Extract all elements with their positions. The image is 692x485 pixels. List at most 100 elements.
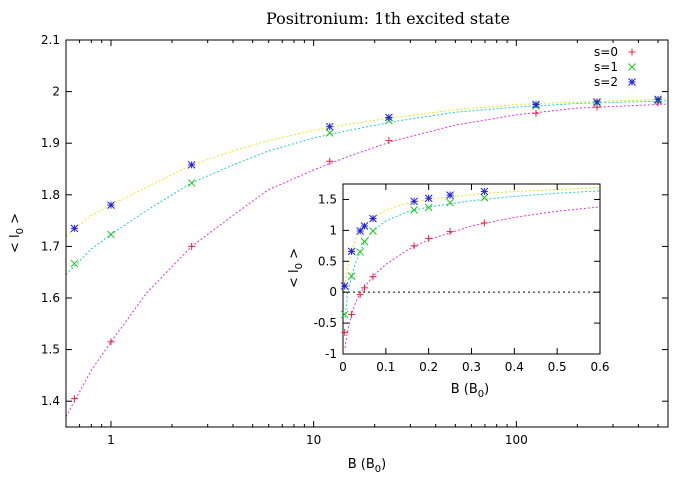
main-y-tick-label: 1.9 <box>41 136 60 150</box>
main-point-s2-0 <box>70 224 79 233</box>
inset-y-tick-label: 1 <box>329 223 337 237</box>
inset-point-s2-6 <box>424 194 433 203</box>
main-y-ticks: 1.4 1.5 1.6 1.7 1.8 1.9 2 2.1 <box>41 33 668 408</box>
main-point-s0-5 <box>532 109 540 117</box>
inset-point-s1-4 <box>369 227 377 235</box>
legend-label: s=2 <box>594 75 618 89</box>
main-plot-frame <box>65 39 669 428</box>
main-y-tick-label: 1.7 <box>41 239 60 253</box>
main-x-tick-label: 100 <box>505 433 528 447</box>
main-point-s1-3 <box>325 129 334 137</box>
main-fit-curves <box>65 98 669 417</box>
inset-point-s0-6 <box>425 234 433 242</box>
inset-x-label-sub: 0 <box>478 389 484 400</box>
inset-point-s1-1 <box>347 272 356 280</box>
main-y-tick-label: 2 <box>52 85 60 99</box>
main-point-s0-0 <box>70 395 78 403</box>
main-point-s2-2 <box>187 161 196 169</box>
inset-x-tick-label: 0.4 <box>505 360 524 374</box>
main-fit-curve-s2 <box>65 98 669 237</box>
inset-point-s2-5 <box>410 197 418 206</box>
inset-y-label-text: < l <box>287 269 302 288</box>
main-fit-curve-s0 <box>65 103 669 417</box>
main-point-s2-1 <box>107 201 115 209</box>
inset-data-points <box>340 187 489 336</box>
main-point-s0-2 <box>188 242 196 250</box>
inset-fit-curve-s1 <box>344 190 601 319</box>
legend-label: s=0 <box>594 45 618 59</box>
main-point-s2-4 <box>385 113 393 122</box>
inset-point-s0-1 <box>348 310 356 318</box>
inset-x-tick-label: 0.2 <box>419 360 438 374</box>
inset-axes: 0 0.1 0.2 0.3 0.4 0.5 0.6 -1 -0.5 0 0.5 1 1.5 <box>314 183 610 374</box>
inset-point-s2-8 <box>480 187 489 196</box>
inset-plot: 0 0.1 0.2 0.3 0.4 0.5 0.6 -1-0.500.511.5 B (B0… <box>287 183 610 400</box>
main-x-tick-label: 10 <box>306 433 321 447</box>
inset-x-axis-label: B (B0) <box>451 382 490 400</box>
inset-point-s2-3 <box>360 222 369 230</box>
inset-point-s0-3 <box>360 284 368 292</box>
inset-y-label-sub: 0 <box>294 263 305 269</box>
inset-point-s1-3 <box>360 237 369 246</box>
inset-point-s0-0 <box>341 328 349 336</box>
main-point-s1-2 <box>187 179 196 187</box>
inset-point-s1-2 <box>356 248 364 256</box>
main-y-tick-label: 2.1 <box>41 33 60 47</box>
main-point-s0-3 <box>326 157 334 165</box>
inset-point-s0-7 <box>446 228 454 236</box>
inset-fit-curve-s2 <box>344 187 601 287</box>
main-point-s0-1 <box>107 338 115 346</box>
main-x-label-text: B (B <box>348 457 375 472</box>
main-plot: 1 10 100 1.41.51.61.71.81.922.1 B (B0) < l… <box>8 33 669 475</box>
main-y-label-text: < l <box>8 234 23 253</box>
inset-point-s1-8 <box>480 193 489 202</box>
inset-y-axis-label: < l0 > <box>287 248 305 288</box>
main-point-s2-5 <box>532 100 540 109</box>
main-point-s0-4 <box>385 137 393 145</box>
inset-y-label-suffix: > <box>287 248 302 263</box>
main-fit-curve-s1 <box>65 100 669 276</box>
legend-marker <box>628 63 636 71</box>
inset-fit-curves <box>343 187 601 348</box>
main-y-label-sub: 0 <box>15 228 26 234</box>
main-x-label-suffix: ) <box>381 457 386 472</box>
inset-point-s0-5 <box>410 242 418 250</box>
main-x-tick-label: 1 <box>107 433 115 447</box>
main-y-tick-label: 1.4 <box>41 394 60 408</box>
inset-point-s1-6 <box>424 203 433 212</box>
main-point-s1-0 <box>70 259 79 268</box>
inset-x-tick-label: 0.5 <box>548 360 567 374</box>
main-point-s2-6 <box>593 98 601 106</box>
inset-point-s2-0 <box>340 282 349 290</box>
inset-point-s2-1 <box>347 247 356 256</box>
inset-point-s1-7 <box>446 198 454 207</box>
main-y-label-suffix: > <box>8 213 23 228</box>
inset-y-tick-label: -0.5 <box>314 316 337 330</box>
inset-y-tick-label: 0 <box>329 285 337 299</box>
inset-point-s1-0 <box>340 310 349 319</box>
inset-y-ticks: -1 -0.5 0 0.5 1 1.5 <box>314 192 600 361</box>
inset-x-label-text: B (B <box>451 382 478 397</box>
inset-y-tick-label: -1 <box>325 347 337 361</box>
inset-x-tick-label: 0 <box>339 360 347 374</box>
inset-x-tick-label: 0.6 <box>590 360 609 374</box>
main-y-tick-label: 1.8 <box>41 188 60 202</box>
main-x-ticks: 1 10 100 <box>65 40 659 447</box>
chart-title: Positronium: 1th excited state <box>266 9 510 28</box>
main-x-label-sub: 0 <box>375 464 381 475</box>
legend-label: s=1 <box>594 60 618 74</box>
legend-marker <box>628 78 636 86</box>
inset-point-s0-8 <box>480 219 488 227</box>
inset-y-tick-label: 0.5 <box>318 254 337 268</box>
legend: s=0s=1s=2 <box>594 45 636 89</box>
inset-point-s2-7 <box>446 191 454 199</box>
inset-point-s1-5 <box>410 206 418 214</box>
main-y-tick-label: 1.5 <box>41 343 60 357</box>
main-data-points <box>70 95 662 403</box>
main-axes: 1 10 100 1.41.51.61.71.81.922.1 <box>41 33 669 447</box>
main-point-s2-7 <box>654 95 662 104</box>
main-y-tick-label: 1.6 <box>41 291 60 305</box>
inset-x-ticks: 0 0.1 0.2 0.3 0.4 0.5 0.6 <box>339 184 610 374</box>
inset-point-s0-4 <box>369 273 377 281</box>
